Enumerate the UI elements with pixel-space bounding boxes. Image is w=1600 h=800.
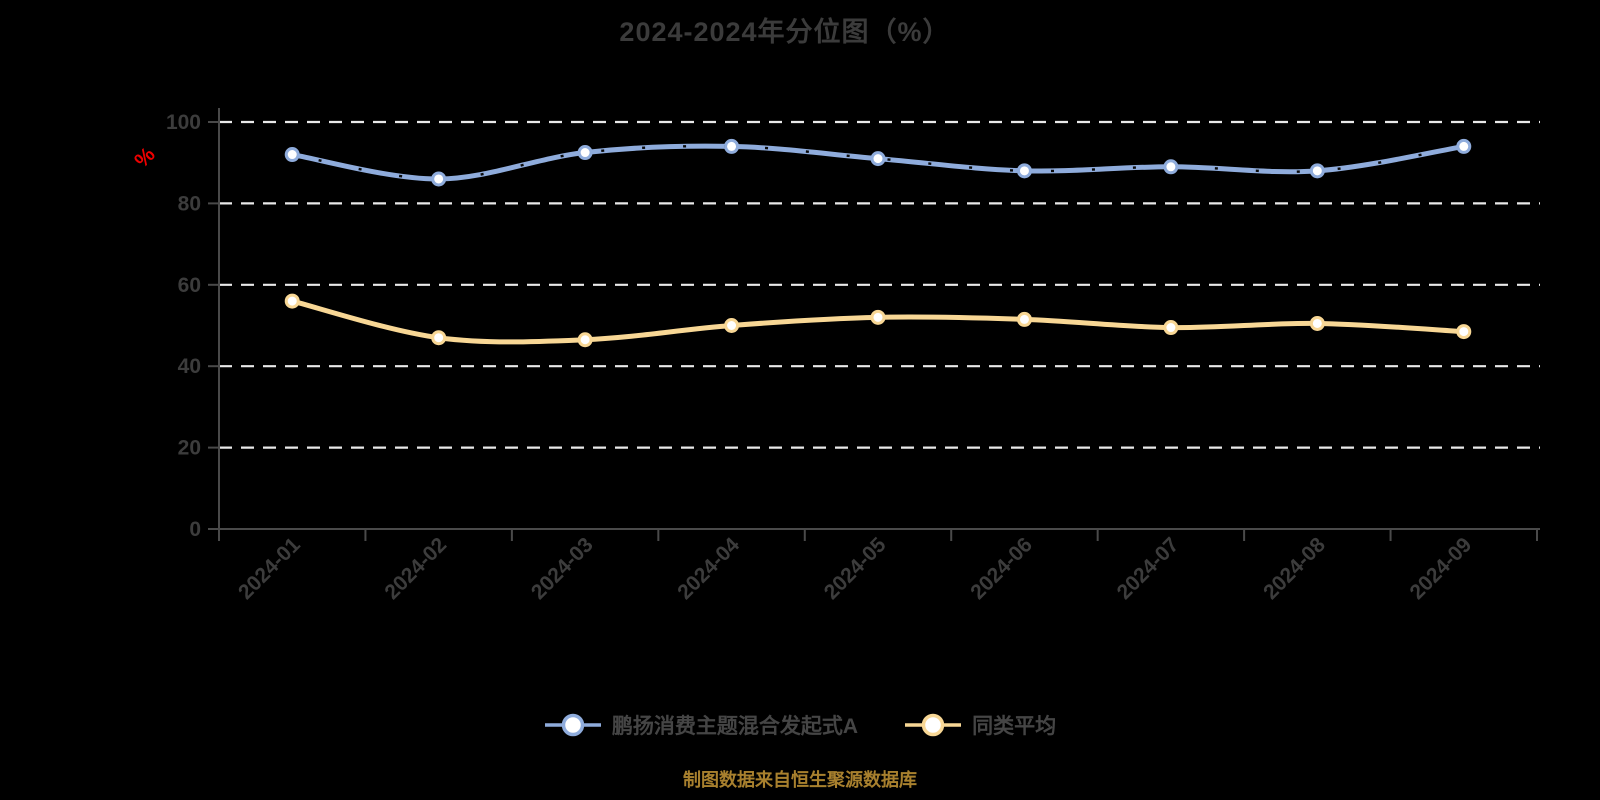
x-axis-labels: 2024-01 2024-02 2024-03 2024-04 2024-05 2024-… [234,533,1476,604]
data-point-marker [1016,163,1032,179]
x-tick-label: 2024-03 [527,533,598,604]
legend-item-label: 同类平均 [972,715,1057,738]
y-axis-labels: 0 20 40 60 80 100 [166,111,219,541]
data-point-marker [870,151,886,167]
x-tick-label: 2024-01 [234,533,305,604]
y-tick-label: 100 [166,111,201,134]
data-point-marker [1456,324,1472,340]
data-point-marker [1016,311,1032,327]
data-point-marker [431,330,447,346]
series-line-0 [284,138,1472,187]
data-point-marker [284,147,300,163]
y-tick-label: 0 [189,518,201,541]
legend: 鹏扬消费主题混合发起式A 同类平均 [0,710,1600,740]
data-point-marker [870,309,886,325]
data-point-marker [724,318,740,333]
data-point-marker [431,171,447,187]
line-series-marker-icon [905,713,962,737]
series-line-1 [284,293,1472,348]
x-axis-ticks [218,529,1538,541]
y-tick-label: 80 [178,192,201,215]
x-tick-label: 2024-08 [1259,533,1330,604]
data-point-marker [724,138,740,154]
data-point-marker [1163,320,1179,336]
data-point-marker [577,332,593,348]
legend-item-fund[interactable]: 鹏扬消费主题混合发起式A [544,710,858,740]
legend-item-category-average[interactable]: 同类平均 [904,710,1056,740]
data-point-marker [1163,159,1179,175]
data-point-marker [1309,163,1325,179]
x-tick-label: 2024-05 [820,533,891,604]
y-tick-label: 40 [178,355,201,378]
data-point-marker [1456,138,1472,154]
line-series-marker-icon [544,713,601,737]
y-gridlines [219,120,1540,449]
x-tick-label: 2024-02 [380,533,451,604]
x-tick-label: 2024-06 [966,533,1037,604]
data-point-marker [284,293,300,309]
data-source-note: 制图数据来自恒生聚源数据库 [683,770,917,790]
data-point-marker [1309,315,1325,331]
y-tick-label: 60 [178,274,201,297]
y-tick-label: 20 [178,437,201,460]
x-tick-label: 2024-04 [673,533,744,604]
chart-title: 2024-2024年分位图（%） [619,17,951,47]
data-point-marker [577,145,593,161]
x-tick-label: 2024-09 [1406,533,1477,604]
x-tick-label: 2024-07 [1113,533,1184,604]
axes [218,108,1540,539]
legend-item-label: 鹏扬消费主题混合发起式A [611,715,859,738]
